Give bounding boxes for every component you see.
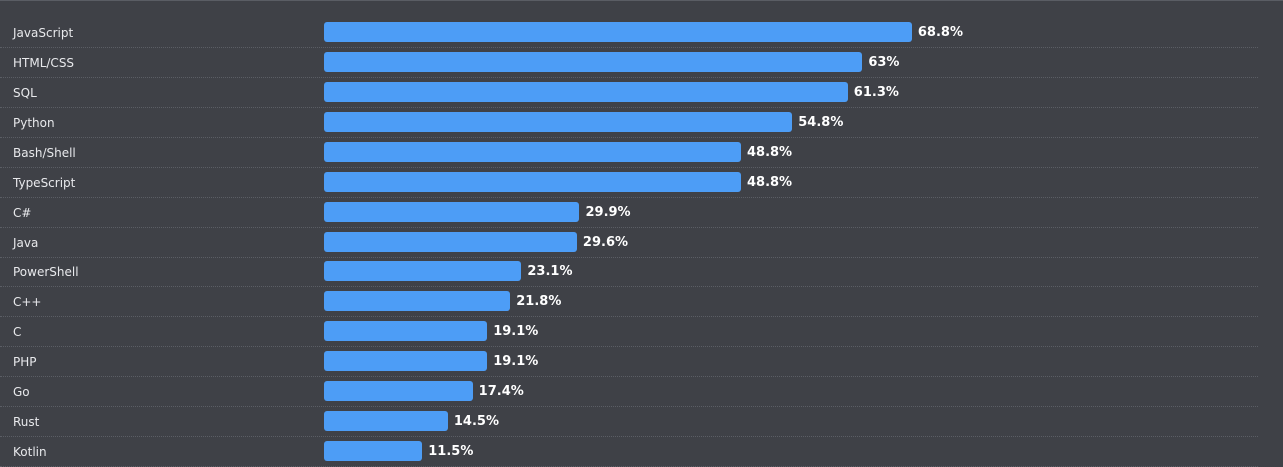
- row-divider: [0, 106, 1258, 108]
- category-label: Bash/Shell: [13, 145, 76, 160]
- value-label: 68.8%: [917, 25, 963, 40]
- value-label: 19.1%: [493, 354, 539, 370]
- category-label: Go: [13, 385, 30, 400]
- bar-row: JavaScript 68.8%: [0, 18, 1258, 48]
- bar-row: SQL 61.3%: [0, 78, 1258, 108]
- value-label: 61.3%: [853, 84, 899, 100]
- bar: [324, 201, 580, 222]
- bar-row: Python 54.8%: [0, 108, 1258, 138]
- bar: [324, 231, 577, 252]
- category-label: HTML/CSS: [13, 55, 75, 70]
- category-label: TypeScript: [13, 175, 76, 190]
- bar-row: C++ 21.8%: [0, 287, 1258, 318]
- bar-row: Bash/Shell 48.8%: [0, 138, 1258, 168]
- row-divider: [0, 436, 1258, 438]
- bar: [324, 51, 863, 72]
- category-label: C++: [13, 295, 42, 310]
- bar-row: Go 17.4%: [0, 377, 1258, 408]
- category-label: SQL: [13, 85, 37, 100]
- bar: [324, 321, 488, 342]
- bar: [324, 411, 448, 432]
- category-label: Rust: [13, 415, 40, 430]
- bar: [324, 111, 793, 132]
- value-label: 17.4%: [478, 384, 524, 400]
- bar-row: Kotlin 11.5%: [0, 437, 1258, 467]
- bar: [324, 141, 741, 162]
- value-label: 29.6%: [582, 234, 629, 250]
- row-divider: [0, 196, 1258, 198]
- bar: [324, 351, 488, 372]
- bar: [324, 171, 741, 192]
- category-label: JavaScript: [13, 26, 74, 40]
- row-divider: [0, 226, 1258, 228]
- row-divider: [0, 136, 1258, 138]
- chart-top-border: [0, 0, 1283, 1]
- row-divider: [0, 76, 1258, 78]
- value-label: 63%: [868, 54, 900, 70]
- bar-row: C 19.1%: [0, 317, 1258, 348]
- bar: [324, 22, 912, 42]
- category-label: PowerShell: [13, 265, 79, 280]
- value-label: 11.5%: [428, 444, 474, 460]
- row-divider: [0, 256, 1258, 258]
- value-label: 19.1%: [493, 324, 539, 340]
- bar: [324, 291, 511, 312]
- value-label: 54.8%: [798, 114, 844, 130]
- row-divider: [0, 376, 1258, 378]
- row-divider: [0, 406, 1258, 408]
- bar-row: Java 29.6%: [0, 228, 1258, 258]
- row-divider: [0, 286, 1258, 288]
- row-divider: [0, 47, 1258, 48]
- category-label: C: [13, 325, 22, 340]
- bar: [324, 81, 848, 102]
- bar: [324, 261, 522, 282]
- bar-row: PHP 19.1%: [0, 347, 1258, 378]
- bar-row: PowerShell 23.1%: [0, 257, 1258, 288]
- value-label: 29.9%: [585, 204, 631, 220]
- category-label: PHP: [13, 355, 37, 370]
- category-label: Python: [13, 115, 55, 130]
- value-label: 23.1%: [527, 264, 573, 280]
- value-label: 48.8%: [746, 144, 793, 160]
- bar-row: C# 29.9%: [0, 198, 1258, 228]
- category-label: Java: [13, 235, 39, 250]
- bar-row: HTML/CSS 63%: [0, 48, 1258, 78]
- value-label: 14.5%: [453, 414, 499, 430]
- bar: [324, 381, 473, 402]
- row-divider: [0, 316, 1258, 318]
- bar: [324, 441, 423, 462]
- row-divider: [0, 346, 1258, 348]
- bar-row: TypeScript 48.8%: [0, 168, 1258, 198]
- value-label: 21.8%: [516, 294, 562, 310]
- category-label: Kotlin: [13, 445, 47, 460]
- value-label: 48.8%: [746, 174, 793, 190]
- category-label: C#: [13, 205, 32, 220]
- row-divider: [0, 166, 1258, 168]
- bar-row: Rust 14.5%: [0, 407, 1258, 438]
